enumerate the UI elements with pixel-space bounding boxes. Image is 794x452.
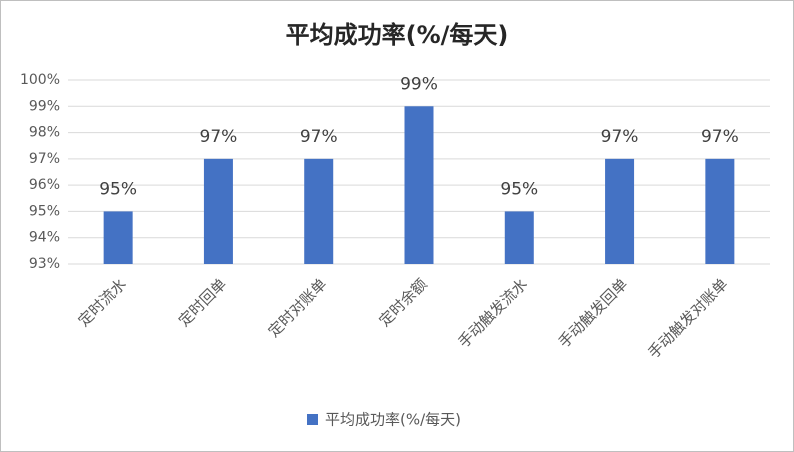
data-label: 97%: [300, 127, 338, 147]
bar: [404, 106, 434, 265]
y-tick-label: 96%: [29, 177, 60, 193]
y-tick-label: 94%: [29, 230, 60, 246]
y-tick-label: 100%: [20, 72, 60, 88]
bar: [304, 158, 334, 264]
data-label: 97%: [701, 127, 739, 147]
bar: [605, 158, 635, 264]
y-tick-label: 97%: [29, 151, 60, 167]
y-tick-label: 98%: [29, 125, 60, 141]
bar: [705, 158, 735, 264]
y-tick-label: 99%: [29, 98, 60, 114]
data-label: 95%: [99, 179, 137, 199]
bar: [203, 158, 233, 264]
data-label: 95%: [500, 179, 538, 199]
data-label: 97%: [601, 127, 639, 147]
y-tick-label: 95%: [29, 203, 60, 219]
legend-swatch: [307, 414, 318, 425]
bar: [103, 211, 133, 264]
chart-title: 平均成功率(%/每天): [286, 21, 509, 49]
data-label: 97%: [200, 127, 238, 147]
y-tick-label: 93%: [29, 256, 60, 272]
legend-label: 平均成功率(%/每天): [325, 411, 461, 429]
data-label: 99%: [400, 74, 438, 94]
bar: [504, 211, 534, 264]
